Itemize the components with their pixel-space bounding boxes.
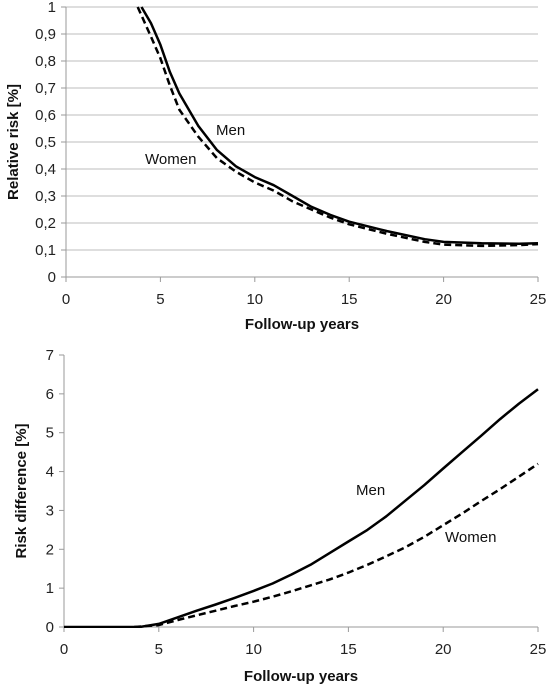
x-tick-label: 15 <box>340 641 357 658</box>
series-label-men: Men <box>356 482 385 499</box>
y-tick-label: 0 <box>48 269 56 286</box>
y-axis-title: Relative risk [%] <box>5 84 22 200</box>
x-tick-label: 5 <box>155 641 163 658</box>
x-axis-title: Follow-up years <box>245 316 359 333</box>
y-tick-label: 0,2 <box>35 215 56 232</box>
x-tick-label: 10 <box>245 641 262 658</box>
x-tick-label: 15 <box>341 291 358 308</box>
y-tick-label: 0,7 <box>35 80 56 97</box>
y-tick-label: 0,3 <box>35 188 56 205</box>
y-tick-label: 5 <box>46 425 54 442</box>
x-axis-title: Follow-up years <box>244 668 358 685</box>
y-tick-label: 1 <box>46 580 54 597</box>
x-tick-label: 5 <box>156 291 164 308</box>
y-tick-label: 1 <box>48 0 56 16</box>
y-tick-label: 6 <box>46 386 54 403</box>
series-label-women: Women <box>445 529 496 546</box>
y-tick-label: 7 <box>46 347 54 364</box>
x-tick-label: 20 <box>435 641 452 658</box>
y-tick-label: 0,6 <box>35 107 56 124</box>
series-line-men <box>140 6 539 246</box>
series-label-women: Women <box>145 151 196 168</box>
x-tick-label: 20 <box>435 291 452 308</box>
y-tick-label: 0,8 <box>35 53 56 70</box>
series-line-men <box>64 388 539 628</box>
y-tick-label: 0,5 <box>35 134 56 151</box>
risk-difference-chart: 0 1 2 3 4 5 6 7 0 5 10 15 20 25 Follow-up years Risk di… <box>13 347 546 685</box>
series-label-men: Men <box>216 122 245 139</box>
x-tick-label: 0 <box>62 291 70 308</box>
y-tick-label: 0,1 <box>35 242 56 259</box>
x-tick-label: 0 <box>60 641 68 658</box>
y-tick-label: 0,4 <box>35 161 56 178</box>
x-tick-label: 25 <box>530 641 547 658</box>
x-tick-label: 25 <box>530 291 547 308</box>
y-tick-label: 0 <box>46 619 54 636</box>
series-line-women <box>136 6 539 248</box>
y-tick-label: 3 <box>46 502 54 519</box>
x-tick-label: 10 <box>246 291 263 308</box>
y-tick-label: 0,9 <box>35 26 56 43</box>
series-line-women <box>134 462 539 628</box>
y-tick-label: 4 <box>46 464 54 481</box>
relative-risk-chart: 00,10,20,30,40,50,60,70,80,910 5 10 15 20 25F… <box>5 0 546 333</box>
y-axis-title: Risk difference [%] <box>13 423 30 558</box>
y-tick-label: 2 <box>46 541 54 558</box>
